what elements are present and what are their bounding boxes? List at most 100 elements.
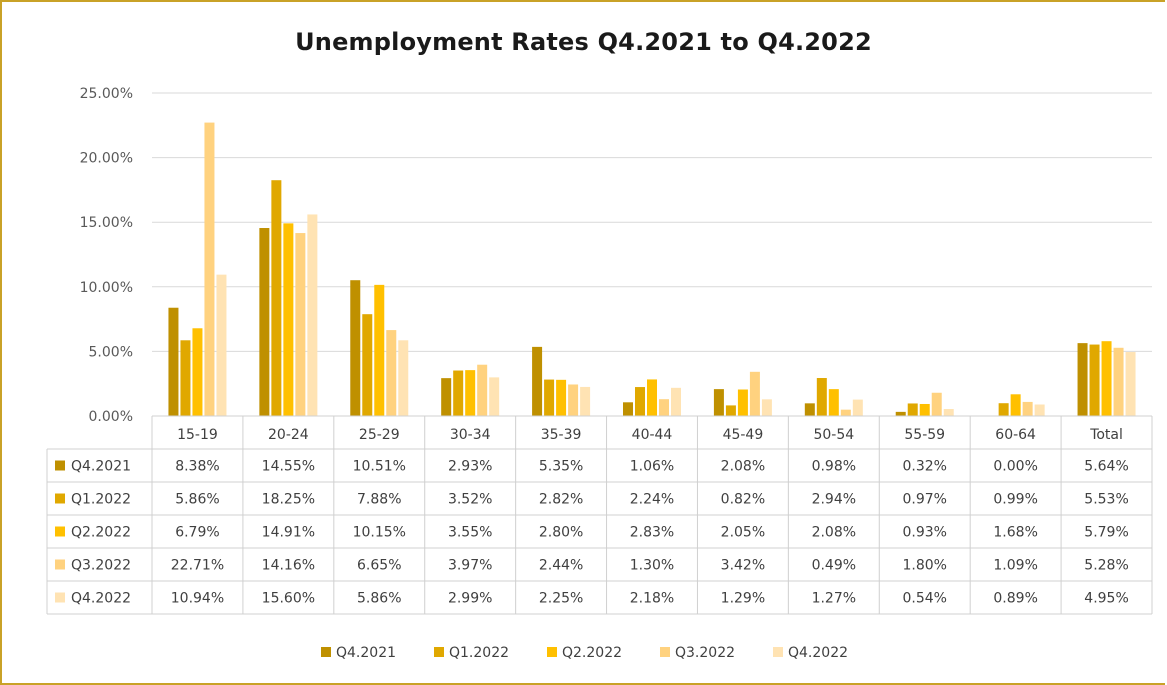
x-tick-label: 50-54 [813, 427, 854, 443]
bar-q2-2022 [919, 403, 930, 416]
bar-q4-2021 [168, 307, 179, 416]
bar-q2-2022 [374, 284, 385, 416]
data-label: 5.28% [1084, 558, 1128, 574]
bar-q2-2022 [1101, 341, 1112, 416]
data-label: 2.83% [630, 525, 674, 541]
data-label: 2.80% [539, 525, 583, 541]
row-header: Q2.2022 [71, 525, 131, 541]
bar-q1-2022 [725, 405, 736, 416]
bar-q4-2021 [804, 403, 815, 416]
y-tick-label: 20.00% [80, 151, 133, 167]
bar-q2-2022 [737, 389, 748, 416]
data-label: 5.53% [1084, 492, 1128, 508]
data-label: 1.30% [630, 558, 674, 574]
data-label: 3.97% [448, 558, 492, 574]
data-label: 1.68% [993, 525, 1037, 541]
bar-q4-2022 [1034, 404, 1045, 416]
bar-q1-2022 [362, 314, 373, 416]
data-label: 2.94% [812, 492, 856, 508]
data-label: 1.06% [630, 459, 674, 475]
bar-q1-2022 [1089, 344, 1100, 416]
x-tick-label: 25-29 [359, 427, 400, 443]
data-label: 1.29% [721, 591, 765, 607]
legend-key-swatch [55, 592, 65, 603]
legend-key-swatch [55, 460, 65, 471]
bar-q3-2022 [477, 364, 488, 416]
bar-q3-2022 [386, 330, 397, 416]
data-label: 2.05% [721, 525, 765, 541]
y-tick-label: 25.00% [80, 86, 133, 102]
data-label: 2.99% [448, 591, 492, 607]
x-tick-label: 45-49 [723, 427, 764, 443]
y-tick-label: 10.00% [80, 280, 133, 296]
data-label: 4.95% [1084, 591, 1128, 607]
data-label: 1.09% [993, 558, 1037, 574]
legend-key-swatch [55, 559, 65, 570]
data-label: 0.82% [721, 492, 765, 508]
y-tick-label: 0.00% [89, 409, 133, 425]
bar-q1-2022 [271, 180, 282, 416]
data-label: 5.86% [175, 492, 219, 508]
bar-q4-2021 [350, 280, 361, 416]
data-label: 3.42% [721, 558, 765, 574]
data-label: 2.18% [630, 591, 674, 607]
bar-q4-2022 [671, 387, 681, 416]
y-tick-label: 15.00% [80, 215, 133, 231]
bar-q1-2022 [907, 403, 918, 416]
data-label: 7.88% [357, 492, 401, 508]
y-tick-label: 5.00% [89, 344, 133, 360]
data-label: 0.54% [902, 591, 946, 607]
data-label: 0.93% [902, 525, 946, 541]
bar-q4-2022 [489, 377, 500, 416]
x-tick-label: 35-39 [541, 427, 582, 443]
data-label: 6.65% [357, 558, 401, 574]
bar-q4-2022 [943, 409, 954, 416]
bar-q3-2022 [295, 233, 306, 416]
data-label: 2.82% [539, 492, 583, 508]
bar-q2-2022 [465, 370, 476, 416]
legend-label: Q4.2021 [336, 645, 396, 661]
data-label: 2.44% [539, 558, 583, 574]
legend-swatch [321, 647, 331, 657]
bar-q4-2022 [307, 214, 318, 416]
data-label: 5.79% [1084, 525, 1128, 541]
data-label: 0.89% [993, 591, 1037, 607]
legend-swatch [773, 647, 783, 657]
bar-q4-2021 [259, 228, 270, 416]
bar-q4-2022 [398, 340, 409, 416]
bar-q2-2022 [556, 379, 567, 416]
data-label: 14.55% [262, 459, 315, 475]
data-label: 2.24% [630, 492, 674, 508]
bar-q2-2022 [647, 379, 657, 416]
bar-q3-2022 [659, 399, 669, 416]
data-label: 10.15% [353, 525, 406, 541]
bar-q3-2022 [931, 392, 942, 416]
x-tick-label: 15-19 [177, 427, 218, 443]
x-tick-label: 60-64 [995, 427, 1036, 443]
data-label: 1.27% [812, 591, 856, 607]
bar-q3-2022 [1113, 347, 1124, 416]
data-label: 0.99% [993, 492, 1037, 508]
data-label: 0.98% [812, 459, 856, 475]
bar-q4-2021 [713, 389, 724, 416]
data-label: 2.08% [812, 525, 856, 541]
legend-swatch [660, 647, 670, 657]
data-label: 5.35% [539, 459, 583, 475]
legend-swatch [434, 647, 444, 657]
data-label: 0.49% [812, 558, 856, 574]
bar-q2-2022 [192, 328, 203, 416]
bar-q3-2022 [749, 371, 760, 416]
x-tick-label: Total [1089, 427, 1123, 443]
legend-key-swatch [55, 526, 65, 537]
data-label: 5.64% [1084, 459, 1128, 475]
data-label: 18.25% [262, 492, 315, 508]
data-label: 2.08% [721, 459, 765, 475]
data-label: 1.80% [902, 558, 946, 574]
data-label: 10.94% [171, 591, 224, 607]
x-tick-label: 55-59 [904, 427, 945, 443]
x-tick-label: 40-44 [632, 427, 673, 443]
row-header: Q3.2022 [71, 558, 131, 574]
x-tick-label: 20-24 [268, 427, 309, 443]
data-label: 5.86% [357, 591, 401, 607]
